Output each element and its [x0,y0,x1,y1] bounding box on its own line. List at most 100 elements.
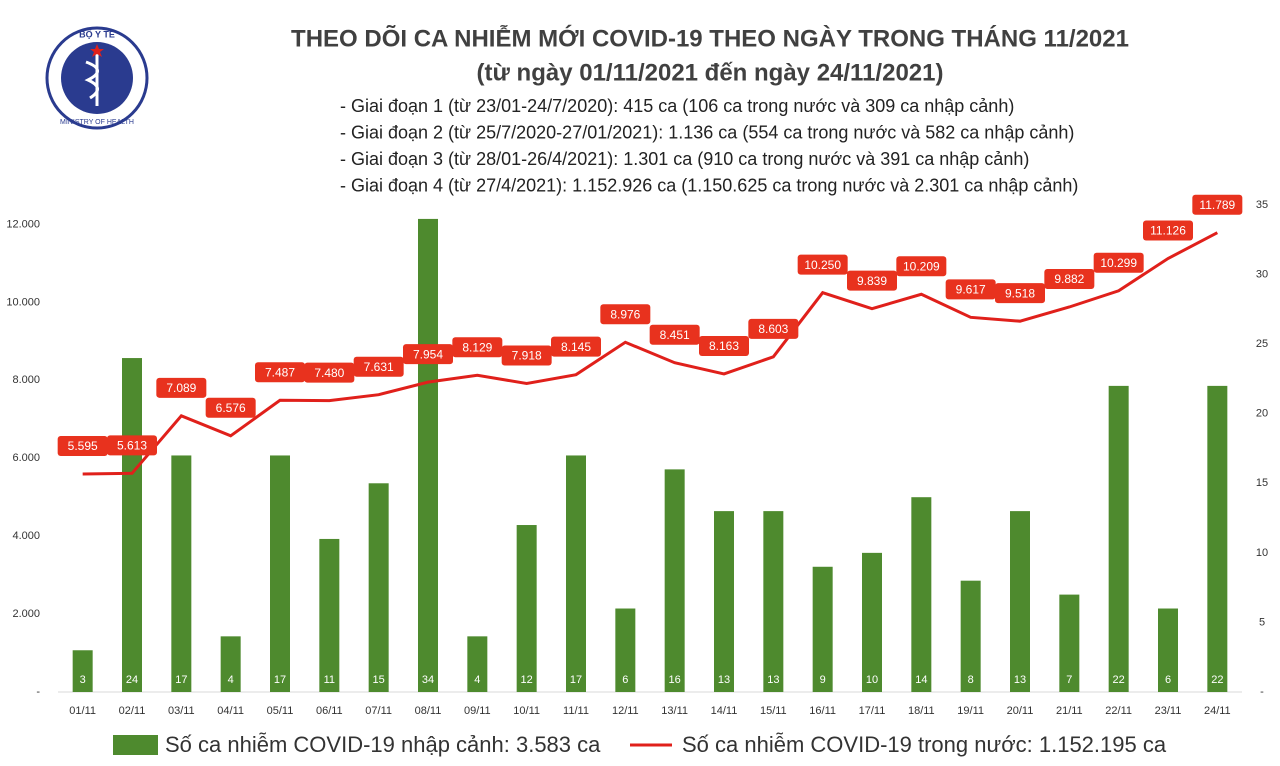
line-label-bg [847,270,897,291]
y-tick-label: 10.000 [6,296,40,308]
bar [862,552,882,692]
bar-label: 11 [324,674,335,686]
bar [72,650,93,692]
line-label: 10.250 [804,258,841,272]
line-label-bg [501,345,552,366]
line-label: 6.576 [216,401,246,415]
line-label: 5.595 [68,439,98,453]
x-tick-label: 13/11 [661,705,688,717]
line-label-bg [1044,268,1095,289]
line-label: 7.089 [166,381,196,395]
bar-label: 9 [820,674,826,686]
line-label-bg [57,436,108,457]
line-label: 7.487 [265,365,295,379]
y-tick-label: 6.000 [12,452,40,464]
bar-label: 17 [274,674,286,686]
x-tick-label: 22/11 [1105,705,1132,717]
bar [122,358,142,692]
line-label: 10.299 [1100,256,1137,270]
line-label: 7.631 [364,360,394,374]
x-tick-label: 03/11 [168,705,195,717]
annotation: - Giai đoạn 3 (từ 28/01-26/4/2021): 1.30… [340,149,1029,169]
bar-label: 4 [474,674,480,686]
x-tick-label: 01/11 [69,705,96,717]
annotation: - Giai đoạn 1 (từ 23/01-24/7/2020): 415 … [340,96,1014,116]
line-label-bg [403,344,453,365]
logo-star [90,44,104,57]
x-tick-label: 15/11 [760,705,787,717]
line-label-bg [797,254,848,275]
line-label-bg [156,377,207,398]
line-label-bg [896,256,947,277]
x-tick-label: 23/11 [1155,705,1182,717]
bar-label: 17 [175,674,187,686]
line-label: 9.518 [1005,286,1035,300]
bar-label: 16 [669,674,681,686]
bar [368,483,389,692]
line-label-bg [107,435,157,456]
chart-title: THEO DÕI CA NHIỄM MỚI COVID-19 THEO NGÀY… [291,23,1129,52]
bar-label: 34 [422,674,434,686]
x-tick-label: 16/11 [809,705,836,717]
bar-label: 4 [228,674,234,686]
line-label-bg [995,283,1045,304]
y2-tick-label: 10 [1256,547,1268,559]
line-label: 9.839 [857,274,887,288]
chart-subtitle: (từ ngày 01/11/2021 đến ngày 24/11/2021) [477,59,944,86]
x-tick-label: 04/11 [217,705,244,717]
x-tick-label: 05/11 [267,705,294,717]
x-tick-label: 11/11 [563,705,589,717]
bar [1158,608,1178,692]
line-label: 7.954 [413,347,443,361]
x-tick-label: 19/11 [957,705,984,717]
y2-tick-label: - [1260,686,1264,698]
line-label-bg [353,356,404,377]
bar [270,455,290,692]
y2-tick-label: 20 [1256,408,1268,420]
line-label-bg [699,335,749,356]
line-label: 8.451 [660,328,690,342]
x-tick-label: 10/11 [513,705,540,717]
y-tick-label: - [36,686,40,698]
bar-label: 22 [1113,674,1125,686]
bar-label: 22 [1211,674,1223,686]
line-label: 8.603 [758,322,788,336]
y2-tick-label: 35 [1256,199,1268,211]
line-label-bg [551,336,601,357]
line-label-bg [304,362,355,383]
logo: BỘ Y TẾ MINISTRY OF HEALTH [45,26,149,130]
bar-label: 13 [718,674,730,686]
x-tick-label: 06/11 [316,705,343,717]
bar-label: 12 [521,674,533,686]
bar-label: 24 [126,674,138,686]
line-label-bg [945,279,996,300]
bar-label: 15 [373,674,385,686]
line-label: 9.882 [1054,272,1084,286]
line-label: 10.209 [903,259,940,273]
x-tick-label: 02/11 [119,705,146,717]
line-label: 11.126 [1150,224,1186,238]
bar-label: 13 [1014,674,1026,686]
x-tick-label: 14/11 [711,705,738,717]
line-label: 8.145 [561,340,591,354]
line-label-bg [1093,252,1144,273]
x-tick-label: 17/11 [859,705,886,717]
line-label: 8.163 [709,339,739,353]
line-label: 5.613 [117,438,147,452]
bar-label: 7 [1066,674,1072,686]
bar [1010,511,1030,692]
bar [220,636,241,692]
bar [664,469,685,692]
line-label: 8.129 [462,340,492,354]
x-tick-label: 24/11 [1204,705,1231,717]
line [82,231,1219,476]
x-tick-label: 18/11 [908,705,935,717]
line-label-bg [649,324,700,345]
line-label-bg [205,397,256,418]
line-label: 11.789 [1199,198,1235,212]
line-label: 7.918 [512,349,542,363]
x-tick-label: 12/11 [612,705,639,717]
bar-label: 10 [866,674,878,686]
bar [171,455,192,692]
y-tick-label: 12.000 [6,218,40,230]
